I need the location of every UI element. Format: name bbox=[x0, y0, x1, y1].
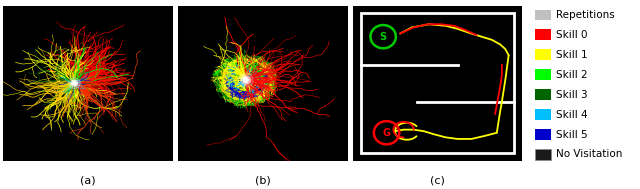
Circle shape bbox=[71, 80, 78, 86]
Circle shape bbox=[73, 82, 76, 85]
Text: Repetitions: Repetitions bbox=[556, 10, 615, 20]
Text: Skill 2: Skill 2 bbox=[556, 70, 588, 80]
Text: No Visitation: No Visitation bbox=[556, 149, 623, 160]
Bar bbox=[535, 109, 550, 120]
Circle shape bbox=[243, 78, 248, 82]
Circle shape bbox=[238, 73, 253, 87]
Text: (c): (c) bbox=[430, 175, 445, 185]
Text: S: S bbox=[380, 32, 387, 42]
Text: (a): (a) bbox=[80, 175, 96, 185]
Bar bbox=[535, 49, 550, 60]
Bar bbox=[535, 129, 550, 140]
Circle shape bbox=[241, 76, 250, 84]
Text: Skill 4: Skill 4 bbox=[556, 110, 588, 120]
Bar bbox=[535, 149, 550, 160]
Bar bbox=[535, 10, 550, 20]
Text: G: G bbox=[383, 128, 390, 138]
Text: Skill 3: Skill 3 bbox=[556, 90, 588, 100]
Bar bbox=[535, 69, 550, 80]
Text: (b): (b) bbox=[255, 175, 271, 185]
Circle shape bbox=[68, 78, 81, 89]
Text: Skill 5: Skill 5 bbox=[556, 129, 588, 139]
Text: Skill 1: Skill 1 bbox=[556, 50, 588, 60]
Bar bbox=[535, 89, 550, 100]
Text: Skill 0: Skill 0 bbox=[556, 30, 588, 40]
Bar bbox=[535, 29, 550, 40]
